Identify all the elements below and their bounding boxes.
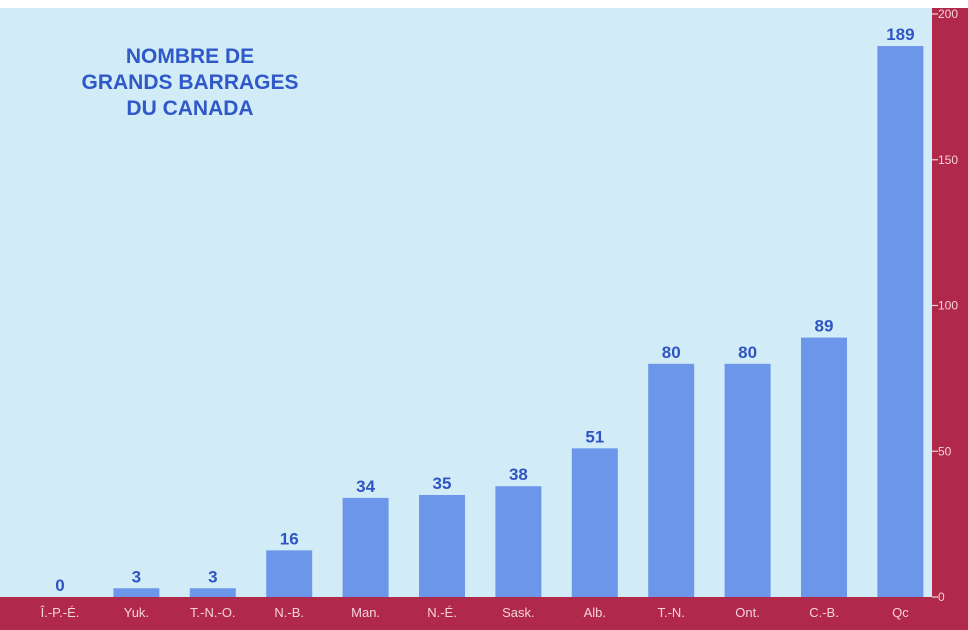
bar-6 (495, 486, 542, 597)
x-tick-label-1: Yuk. (124, 605, 149, 620)
bars-group (113, 46, 924, 597)
bar-value-label-8: 80 (662, 343, 681, 362)
x-tick-label-0: Î.-P.-É. (40, 605, 80, 620)
bar-8 (648, 363, 695, 597)
bar-value-label-10: 89 (815, 317, 834, 336)
x-tick-labels-group: Î.-P.-É. Yuk. T.-N.-O. N.-B. Man. N.-É. Sask. A… (40, 605, 910, 620)
y-tick-label-1: 50 (938, 444, 952, 458)
x-axis-band (0, 597, 932, 630)
bar-value-label-6: 38 (509, 465, 528, 484)
x-tick-label-6: Sask. (502, 605, 535, 620)
x-tick-label-9: Ont. (735, 605, 760, 620)
chart-title: NOMBRE DE GRANDS BARRAGES DU CANADA (40, 44, 340, 122)
plot-background (0, 8, 932, 597)
bar-value-label-0: 0 (55, 576, 64, 595)
bar-value-label-1: 3 (132, 567, 141, 586)
bar-value-label-11: 189 (886, 25, 914, 44)
x-tick-label-4: Man. (351, 605, 380, 620)
x-tick-label-2: T.-N.-O. (190, 605, 236, 620)
bar-value-label-4: 34 (356, 477, 375, 496)
bar-value-label-2: 3 (208, 567, 217, 586)
chart-title-line-3: DU CANADA (126, 97, 254, 120)
x-tick-label-10: C.-B. (809, 605, 839, 620)
data-labels-group: 0 3 3 16 34 35 38 51 80 80 89 189 (55, 25, 914, 595)
bar-3 (266, 550, 313, 597)
x-tick-label-3: N.-B. (274, 605, 304, 620)
x-tick-label-11: Qc (892, 605, 909, 620)
y-tick-label-4: 200 (938, 7, 958, 21)
y-axis-band (932, 8, 968, 630)
x-tick-label-8: T.-N. (657, 605, 684, 620)
bar-9 (724, 363, 771, 597)
bar-2 (189, 588, 236, 597)
chart-title-line-2: GRANDS BARRAGES (81, 71, 299, 94)
y-tick-label-2: 100 (938, 299, 958, 313)
bar-1 (113, 588, 160, 597)
bar-7 (571, 448, 618, 597)
bar-value-label-7: 51 (585, 427, 604, 446)
bar-value-label-5: 35 (433, 474, 452, 493)
y-tick-label-3: 150 (938, 153, 958, 167)
x-tick-label-7: Alb. (584, 605, 606, 620)
x-tick-label-5: N.-É. (427, 605, 457, 620)
bar-10 (801, 337, 847, 597)
bar-5 (419, 494, 465, 597)
chart-title-line-1: NOMBRE DE (125, 45, 255, 68)
bar-value-label-3: 16 (280, 529, 299, 548)
y-ticks-group: 0 50 100 150 200 (932, 7, 958, 604)
bar-11 (877, 46, 924, 597)
bar-4 (342, 497, 389, 597)
y-tick-label-0: 0 (938, 590, 945, 604)
bar-value-label-9: 80 (738, 343, 757, 362)
